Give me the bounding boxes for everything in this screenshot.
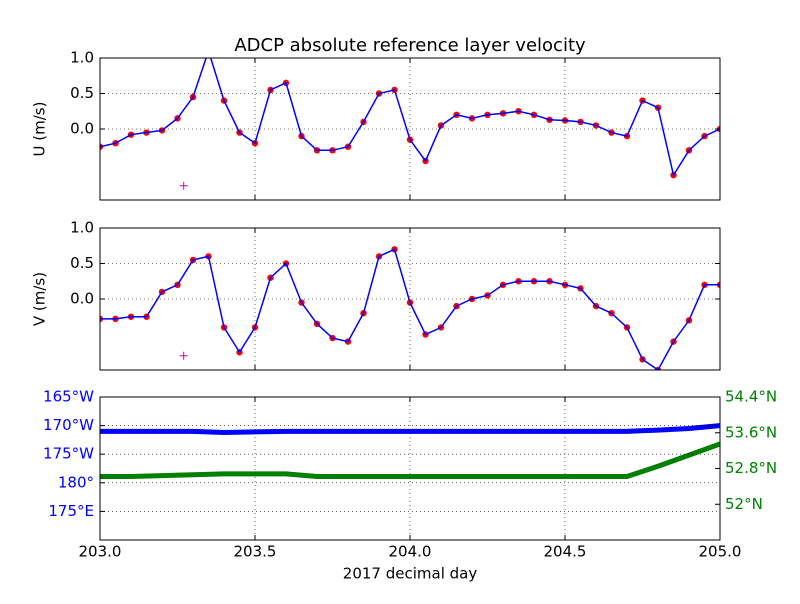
x-tick-label: 205.0 <box>699 543 742 561</box>
y-tick-label: 175°W <box>43 445 94 463</box>
y-axis-label: V (m/s) <box>31 272 49 326</box>
y-tick-label: 0.5 <box>70 254 94 272</box>
axes-frame <box>99 227 721 371</box>
series-line <box>100 441 720 480</box>
series-line <box>100 248 720 370</box>
plot-area <box>100 423 720 480</box>
x-tick-label: 204.5 <box>544 543 587 561</box>
y2-tick-label: 52.8°N <box>725 459 777 477</box>
x-tick-label: 204.0 <box>389 543 432 561</box>
x-tick-label: 203.5 <box>234 543 277 561</box>
y-tick-label: 0.0 <box>70 290 94 308</box>
axes-frame <box>99 57 721 201</box>
y2-tick-label: 52°N <box>725 495 763 513</box>
marker-plus <box>179 181 188 190</box>
axes-frame <box>99 396 721 541</box>
y-axis-label: U (m/s) <box>31 102 49 157</box>
y-tick-label: 0.5 <box>70 84 94 102</box>
plot-area <box>100 246 720 370</box>
y-tick-label: 175°E <box>48 502 94 520</box>
marker-plus <box>179 351 188 360</box>
y2-tick-label: 54.4°N <box>725 388 777 406</box>
y2-tick-label: 53.6°N <box>725 423 777 441</box>
series-line <box>100 58 720 178</box>
x-axis-label: 2017 decimal day <box>343 565 478 583</box>
y-tick-label: 180° <box>58 473 94 491</box>
x-tick-label: 203.0 <box>79 543 122 561</box>
y-tick-label: 170°W <box>43 416 94 434</box>
chart-title: ADCP absolute reference layer velocity <box>234 35 586 56</box>
series-line <box>100 423 720 435</box>
plot-area <box>100 58 720 179</box>
y-tick-label: 165°W <box>43 388 94 406</box>
y-tick-label: 1.0 <box>70 219 94 237</box>
y-tick-label: 0.0 <box>70 120 94 138</box>
y-tick-label: 1.0 <box>70 49 94 67</box>
